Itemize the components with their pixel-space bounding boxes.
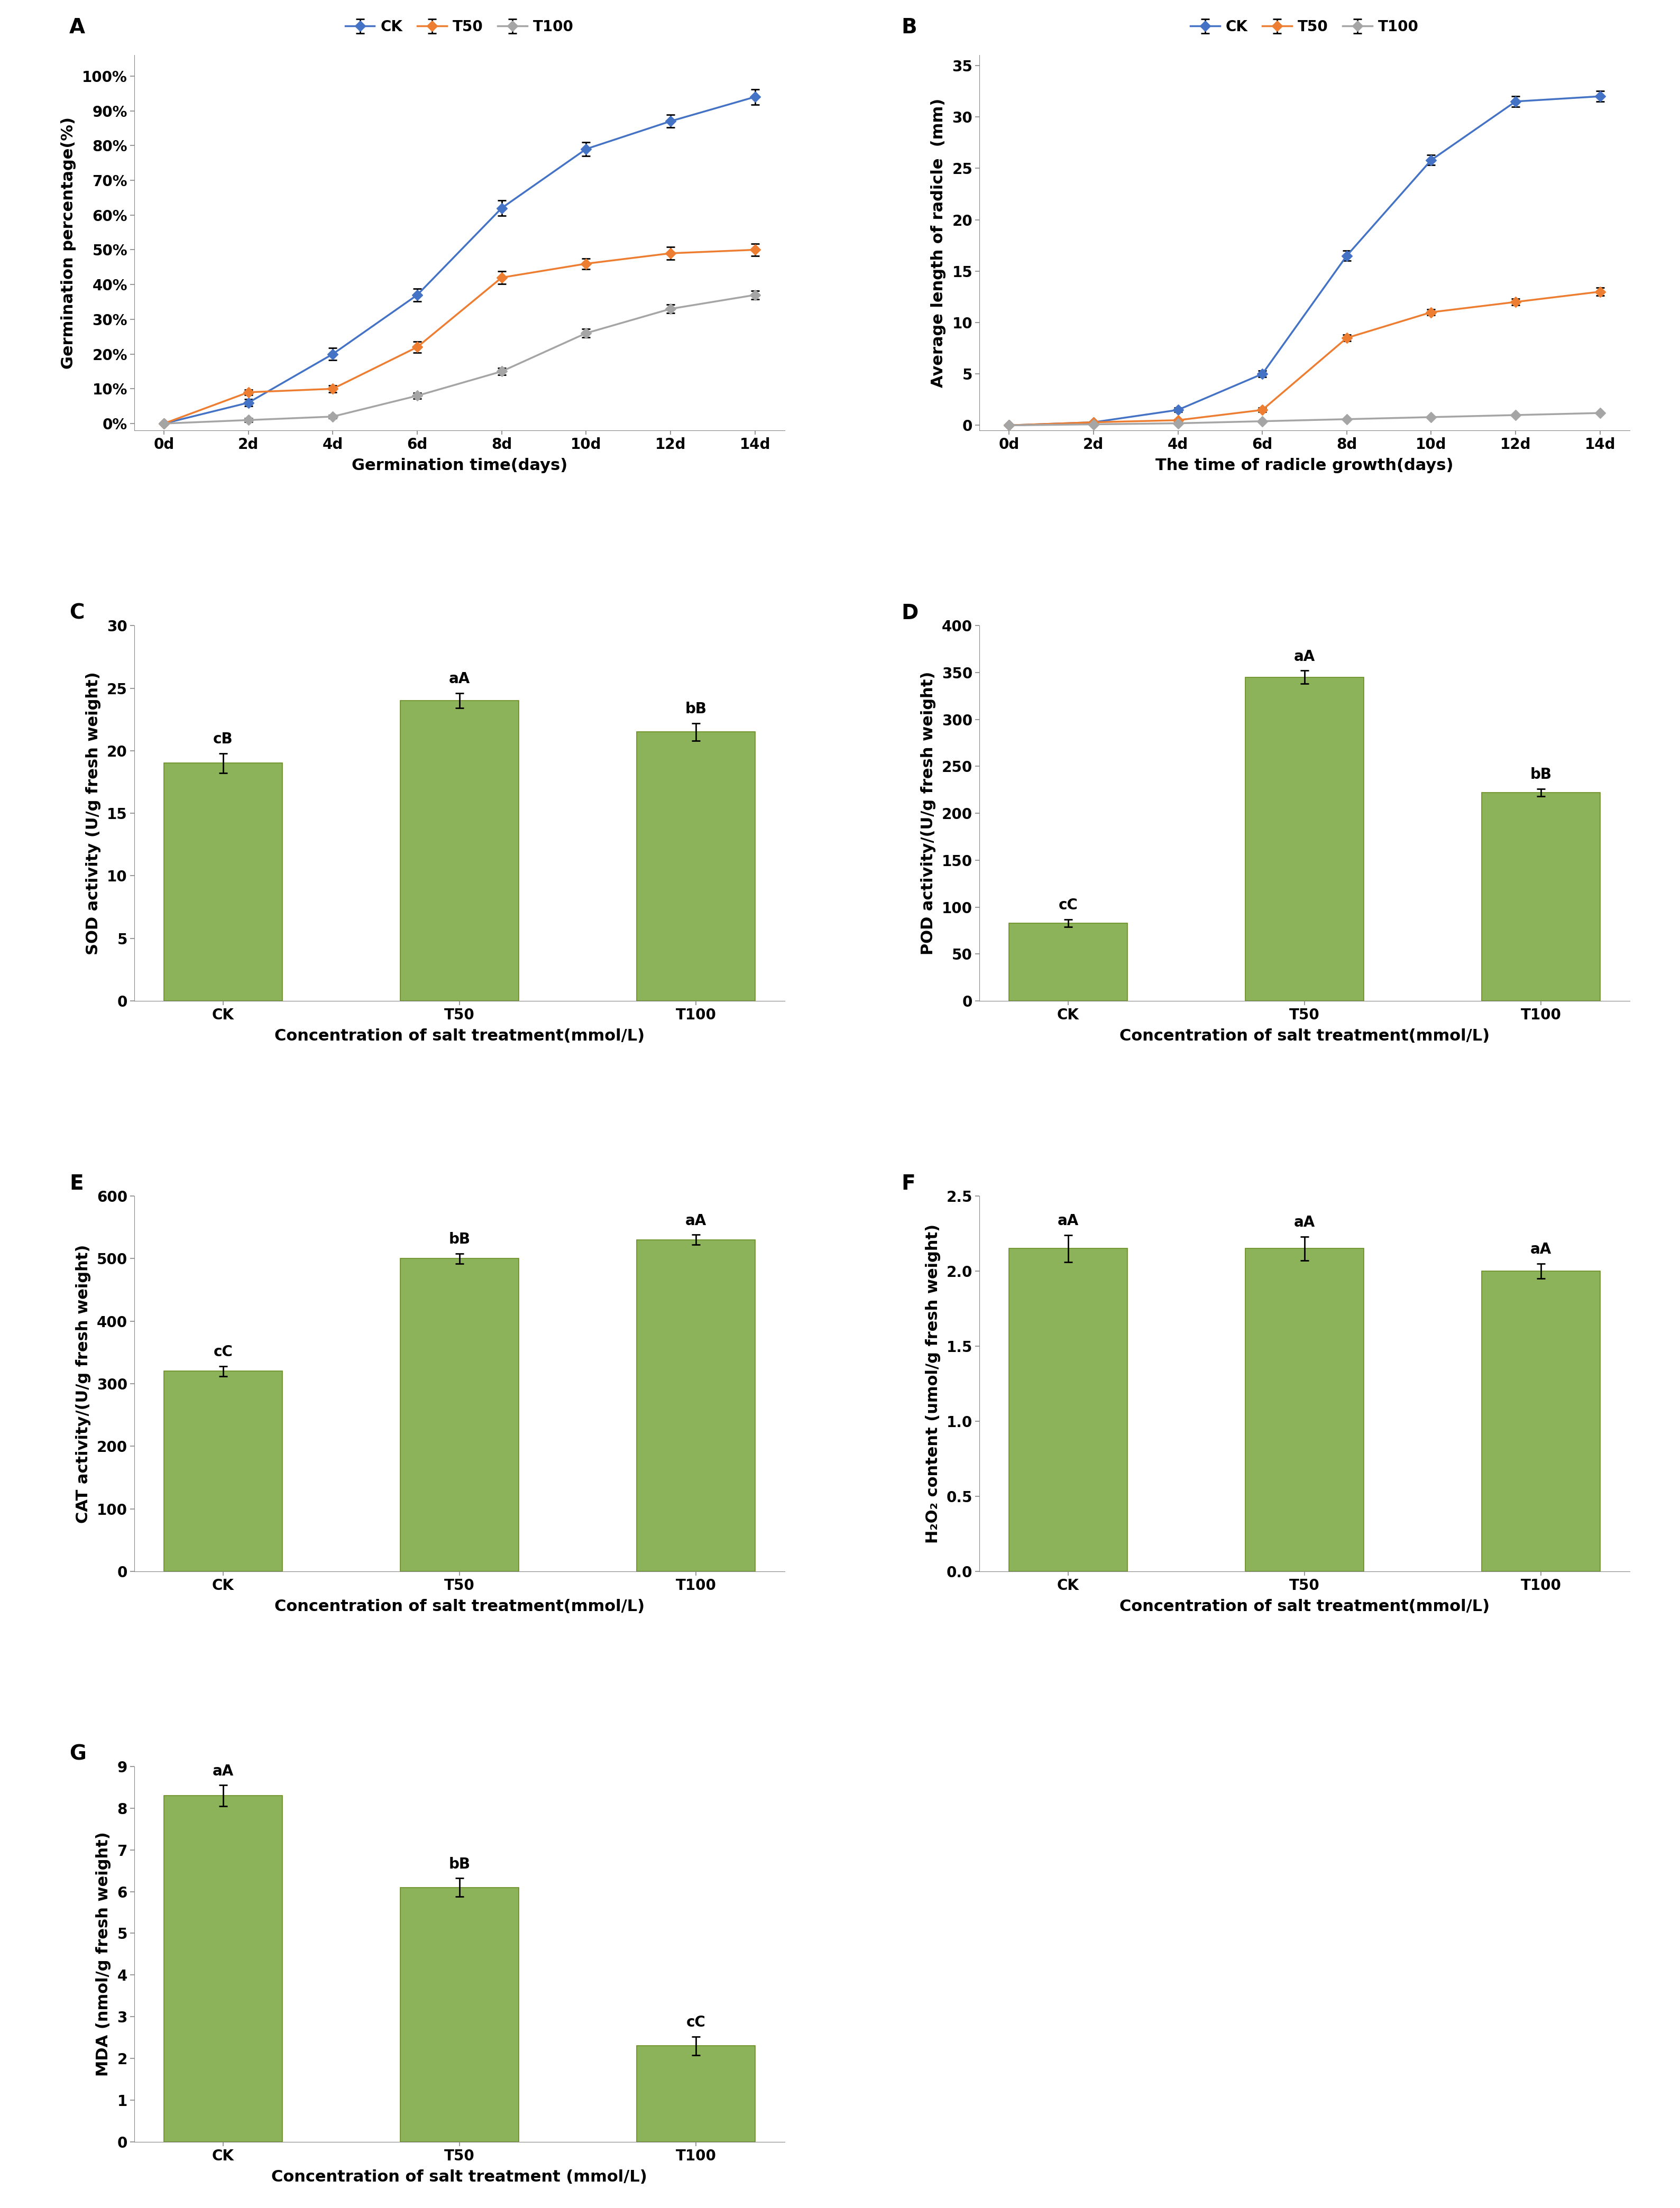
Text: aA: aA xyxy=(1294,1214,1315,1230)
Text: aA: aA xyxy=(1057,1214,1079,1228)
Bar xyxy=(400,1888,519,2142)
X-axis label: Concentration of salt treatment(mmol/L): Concentration of salt treatment(mmol/L) xyxy=(274,1599,645,1614)
Text: G: G xyxy=(69,1744,86,1764)
X-axis label: Concentration of salt treatment (mmol/L): Concentration of salt treatment (mmol/L) xyxy=(272,2170,647,2184)
Bar xyxy=(1245,1248,1364,1572)
X-axis label: Concentration of salt treatment(mmol/L): Concentration of salt treatment(mmol/L) xyxy=(274,1029,645,1044)
Text: E: E xyxy=(69,1172,84,1195)
Bar xyxy=(637,1241,754,1572)
X-axis label: The time of radicle growth(days): The time of radicle growth(days) xyxy=(1156,457,1453,473)
Bar xyxy=(637,733,754,1000)
Text: aA: aA xyxy=(685,1212,707,1228)
Text: bB: bB xyxy=(685,702,707,715)
Bar xyxy=(400,700,519,1000)
Text: A: A xyxy=(69,18,86,38)
Text: D: D xyxy=(902,603,919,623)
Bar xyxy=(165,1371,282,1572)
Y-axis label: POD activity/(U/g fresh weight): POD activity/(U/g fresh weight) xyxy=(921,671,936,956)
Text: aA: aA xyxy=(212,1764,234,1777)
Y-axis label: SOD activity (U/g fresh weight): SOD activity (U/g fresh weight) xyxy=(86,671,101,954)
Text: cB: cB xyxy=(213,731,234,746)
Bar xyxy=(637,2047,754,2142)
X-axis label: Concentration of salt treatment(mmol/L): Concentration of salt treatment(mmol/L) xyxy=(1119,1599,1490,1614)
X-axis label: Germination time(days): Germination time(days) xyxy=(351,457,568,473)
Bar xyxy=(165,764,282,1000)
Text: C: C xyxy=(69,603,84,623)
Y-axis label: Average length of radicle  (mm): Average length of radicle (mm) xyxy=(931,97,946,389)
Bar xyxy=(400,1259,519,1572)
Text: aA: aA xyxy=(1530,1243,1552,1256)
Bar xyxy=(1245,678,1364,1000)
Y-axis label: CAT activity/(U/g fresh weight): CAT activity/(U/g fresh weight) xyxy=(76,1245,91,1524)
Text: bB: bB xyxy=(449,1857,470,1872)
Text: aA: aA xyxy=(1294,649,1315,665)
Text: bB: bB xyxy=(1530,768,1552,782)
X-axis label: Concentration of salt treatment(mmol/L): Concentration of salt treatment(mmol/L) xyxy=(1119,1029,1490,1044)
Legend: CK, T50, T100: CK, T50, T100 xyxy=(1184,13,1425,40)
Text: F: F xyxy=(902,1172,916,1195)
Bar xyxy=(1482,1272,1599,1572)
Bar xyxy=(165,1795,282,2142)
Text: aA: aA xyxy=(449,671,470,687)
Text: B: B xyxy=(902,18,917,38)
Bar xyxy=(1010,1248,1127,1572)
Y-axis label: H₂O₂ content (umol/g fresh weight): H₂O₂ content (umol/g fresh weight) xyxy=(926,1223,941,1543)
Text: cC: cC xyxy=(1058,899,1079,912)
Bar xyxy=(1482,793,1599,1000)
Legend: CK, T50, T100: CK, T50, T100 xyxy=(339,13,580,40)
Text: bB: bB xyxy=(449,1232,470,1248)
Text: cC: cC xyxy=(685,2016,706,2029)
Bar xyxy=(1010,923,1127,1000)
Y-axis label: MDA (nmol/g fresh weight): MDA (nmol/g fresh weight) xyxy=(96,1833,111,2076)
Y-axis label: Germination percentage(%): Germination percentage(%) xyxy=(60,117,76,369)
Text: cC: cC xyxy=(213,1345,234,1360)
